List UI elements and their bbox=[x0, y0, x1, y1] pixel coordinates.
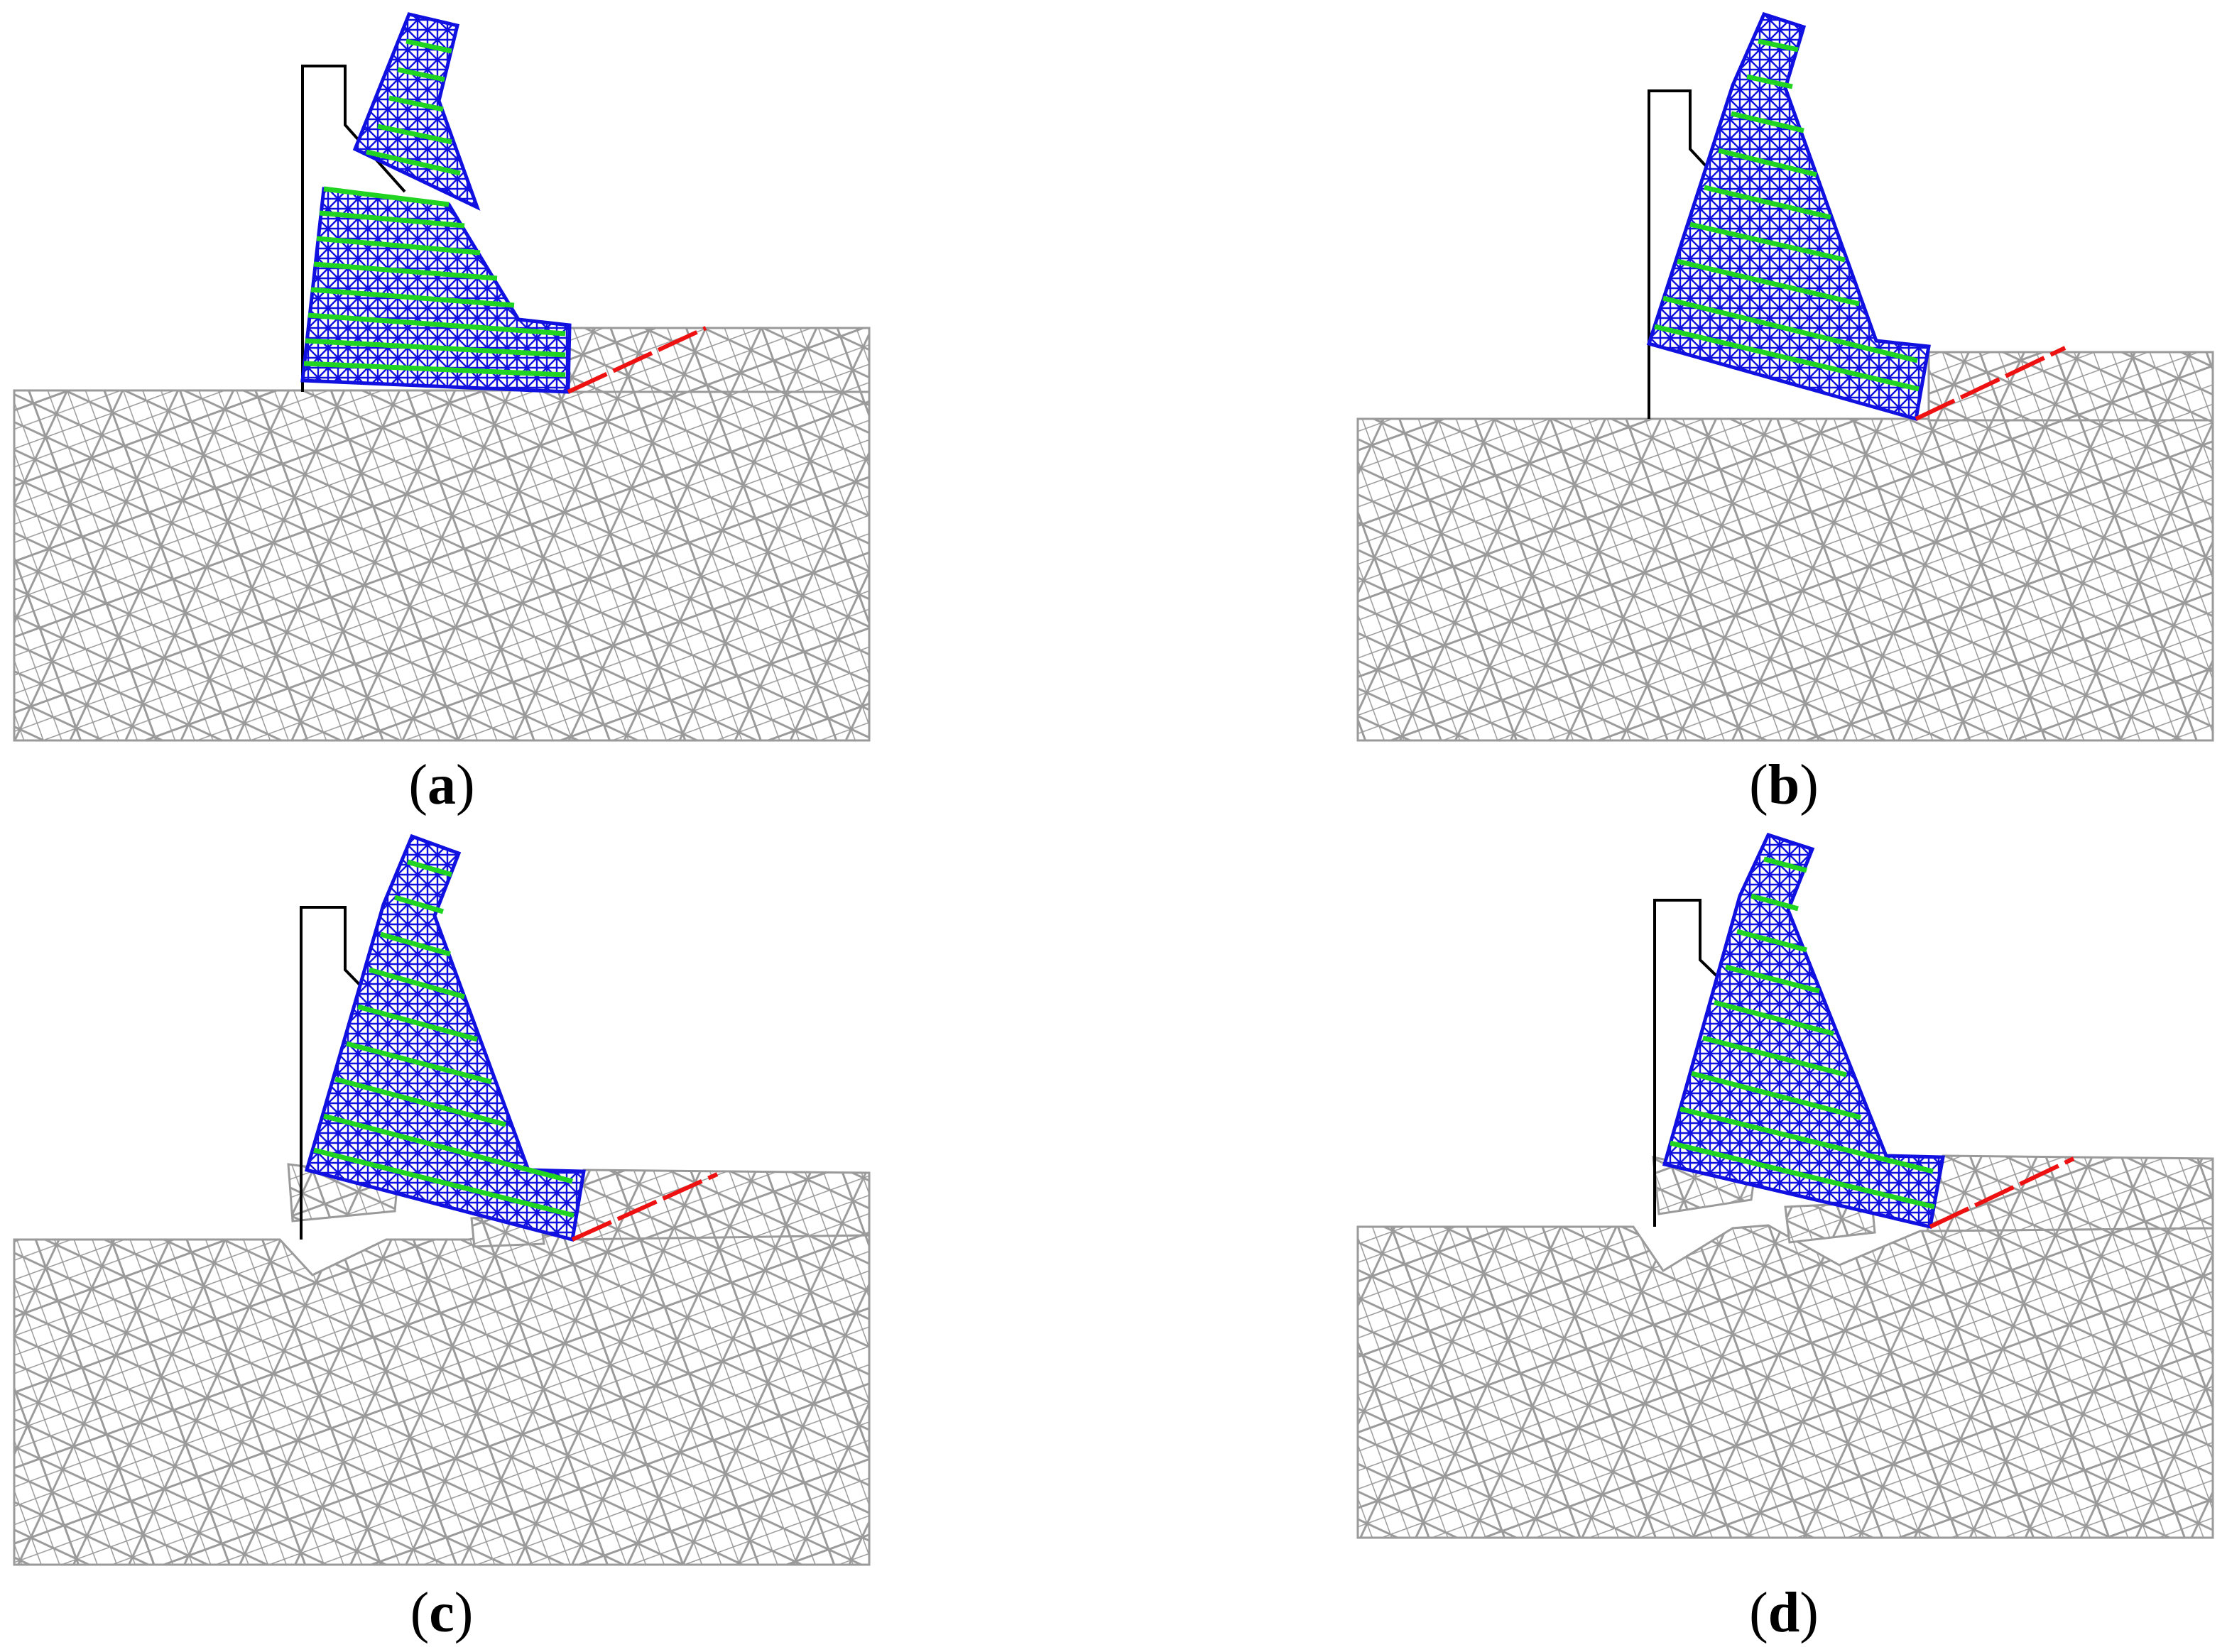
panel-a-downstream-block bbox=[567, 327, 871, 393]
panel-c-weak-plane bbox=[571, 1172, 719, 1242]
panel-c-dam-body bbox=[304, 833, 586, 1242]
panel-b-weak-plane bbox=[1915, 346, 2067, 421]
panel-b-caption: (b) bbox=[1642, 757, 1926, 814]
panel-c-caption-letter: c bbox=[429, 1582, 454, 1644]
panel-a-caption-close: ) bbox=[456, 754, 475, 816]
panel-a-caption-letter: a bbox=[428, 754, 456, 816]
panel-d-dam-body bbox=[1662, 832, 1945, 1230]
panel-d-weak-plane bbox=[1929, 1156, 2075, 1229]
panel-c-rock-mass bbox=[13, 1234, 871, 1566]
panel-c-caption: (c) bbox=[300, 1585, 584, 1641]
panel-d-caption-close: ) bbox=[1799, 1582, 1819, 1644]
panel-b-downstream-block bbox=[1927, 351, 2214, 422]
panel-d-rock-mass bbox=[1356, 1224, 2214, 1539]
panel-c-caption-open: ( bbox=[410, 1582, 430, 1644]
panel-d-downstream-block bbox=[1926, 1154, 2214, 1232]
panel-a-caption-open: ( bbox=[408, 754, 428, 816]
panel-a-caption: (a) bbox=[300, 757, 584, 814]
panel-d bbox=[1356, 832, 2214, 1539]
panel-b-rock-mass bbox=[1356, 417, 2214, 742]
panel-b-caption-letter: b bbox=[1768, 754, 1800, 816]
panel-c bbox=[13, 833, 871, 1566]
panel-a-rock-mass bbox=[13, 389, 871, 742]
panel-b bbox=[1356, 11, 2214, 742]
panel-d-caption-open: ( bbox=[1749, 1582, 1768, 1644]
panel-a-weak-plane bbox=[567, 326, 707, 394]
panel-b-dam-body bbox=[1646, 11, 1931, 422]
panel-d-caption-letter: d bbox=[1768, 1582, 1800, 1644]
panel-a-dam-lower-body bbox=[300, 186, 572, 394]
panel-c-caption-close: ) bbox=[454, 1582, 474, 1644]
panel-b-caption-close: ) bbox=[1799, 754, 1819, 816]
panel-b-caption-open: ( bbox=[1749, 754, 1768, 816]
panel-c-downstream-block bbox=[568, 1169, 871, 1241]
panel-a bbox=[13, 12, 871, 742]
panel-d-caption: (d) bbox=[1642, 1585, 1926, 1641]
panel-a-dam-top-block bbox=[352, 12, 481, 211]
